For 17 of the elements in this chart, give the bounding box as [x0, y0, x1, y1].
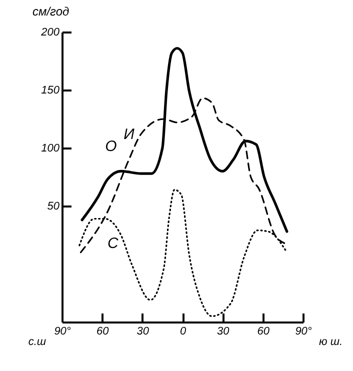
series-label: О	[105, 138, 118, 156]
series-label: И	[124, 126, 135, 144]
text: ю ш.	[319, 336, 343, 348]
x-tick-label: 30	[136, 326, 150, 338]
text: с.ш	[28, 336, 46, 348]
y-tick-label: 100	[41, 142, 60, 154]
y-tick-label: 150	[41, 84, 60, 96]
x-tick-label: 90°	[295, 326, 312, 338]
x-tick-label: 60	[96, 326, 110, 338]
y-axis-title: см/год	[32, 4, 70, 18]
x-tick-label: 30	[217, 326, 230, 338]
y-tick-label: 200	[40, 26, 60, 38]
series-label: С	[107, 235, 118, 252]
x-tick-label: 0	[180, 326, 187, 338]
x-tick-label: 90°	[54, 326, 72, 338]
x-tick-label: 60	[257, 326, 270, 338]
y-tick-label: 50	[47, 200, 60, 212]
